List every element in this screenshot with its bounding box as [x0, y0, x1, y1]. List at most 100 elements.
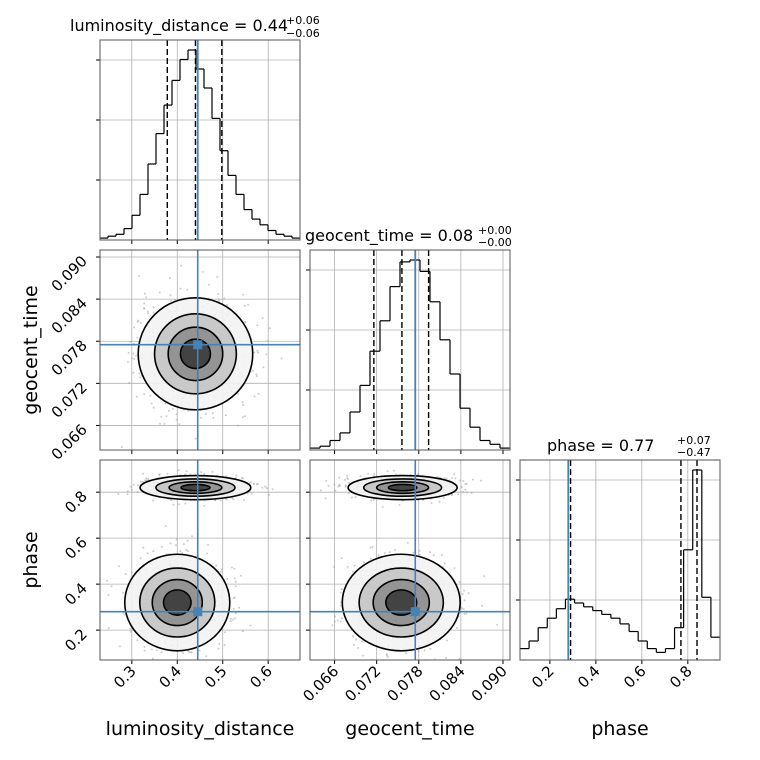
scatter-sample	[233, 577, 236, 580]
scatter-sample	[190, 651, 192, 654]
scatter-sample	[247, 303, 250, 306]
scatter-sample	[182, 652, 185, 655]
scatter-sample	[371, 545, 374, 548]
scatter-sample	[152, 550, 155, 553]
scatter-sample	[386, 656, 389, 658]
scatter-sample	[256, 375, 259, 378]
scatter-sample	[432, 554, 435, 557]
scatter-sample	[337, 485, 340, 488]
scatter-sample	[280, 357, 283, 360]
scatter-sample	[249, 624, 252, 627]
scatter-sample	[160, 415, 163, 418]
scatter-sample	[250, 492, 253, 495]
scatter-sample	[333, 620, 336, 623]
contour-line	[347, 474, 458, 501]
scatter-sample	[359, 475, 362, 478]
contour-line	[153, 313, 238, 395]
scatter-sample	[344, 485, 347, 488]
scatter-sample	[242, 293, 245, 296]
scatter-sample	[203, 504, 206, 507]
scatter-sample	[386, 470, 389, 473]
scatter-sample	[120, 446, 123, 449]
xtick-label: 0.5	[201, 662, 231, 692]
scatter-sample	[466, 491, 468, 494]
scatter-sample	[442, 496, 445, 499]
xtick-label: 0.090	[468, 662, 511, 705]
scatter-sample	[146, 552, 149, 555]
ytick-label: 0.090	[48, 252, 91, 295]
scatter-sample	[143, 292, 146, 295]
scatter-sample	[417, 650, 420, 653]
xtick-label: 0.066	[299, 662, 342, 705]
scatter-sample	[325, 479, 328, 482]
scatter-sample	[257, 351, 260, 354]
scatter-sample	[147, 312, 150, 315]
scatter-sample	[218, 299, 221, 302]
scatter-sample	[211, 470, 214, 473]
truth-marker	[410, 607, 420, 617]
ytick-label: 0.6	[61, 533, 91, 563]
scatter-sample	[232, 618, 235, 621]
xtick-label: 0.4	[574, 662, 604, 692]
scatter-sample	[459, 479, 461, 482]
scatter-sample	[218, 643, 221, 645]
ytick-label: 0.084	[48, 294, 91, 337]
scatter-sample	[333, 565, 335, 568]
scatter-sample	[122, 591, 125, 594]
scatter-sample	[381, 505, 384, 508]
scatter-sample	[175, 538, 178, 541]
scatter-sample	[134, 354, 137, 357]
scatter-sample	[340, 617, 343, 620]
scatter-sample	[446, 639, 448, 642]
scatter-sample	[216, 275, 219, 278]
contour-line	[387, 483, 418, 492]
scatter-sample	[250, 481, 253, 484]
panel-1-0	[96, 250, 300, 454]
scatter-sample	[206, 552, 208, 555]
scatter-sample	[117, 493, 120, 495]
scatter-sample	[143, 646, 146, 648]
scatter-sample	[319, 489, 322, 492]
scatter-sample	[194, 437, 197, 440]
panel-frame-2-2	[519, 459, 721, 661]
scatter-sample	[133, 358, 136, 360]
scatter-sample	[155, 649, 158, 652]
scatter-sample	[360, 640, 363, 643]
scatter-sample	[179, 550, 182, 552]
contour-line	[151, 578, 204, 627]
scatter-sample	[261, 317, 264, 319]
scatter-sample	[138, 275, 141, 278]
density-level	[180, 339, 211, 369]
scatter-sample	[256, 324, 259, 327]
density-level	[385, 589, 417, 616]
density-luminosity_distance-phase	[100, 460, 300, 660]
scatter-sample	[151, 657, 154, 660]
xtick-label: 0.2	[528, 662, 558, 692]
scatter-sample	[172, 503, 175, 506]
scatter-sample	[429, 647, 432, 650]
scatter-sample	[348, 481, 351, 484]
scatter-sample	[355, 638, 358, 641]
scatter-sample	[129, 627, 132, 630]
scatter-sample	[361, 654, 364, 657]
scatter-sample	[231, 566, 233, 569]
scatter-sample	[217, 292, 220, 295]
xlabel-luminosity-distance: luminosity_distance	[106, 718, 295, 740]
scatter-sample	[135, 395, 138, 398]
contour-line	[162, 589, 192, 616]
scatter-sample	[232, 498, 235, 501]
scatter-sample	[152, 406, 155, 409]
xtick-label: 0.4	[156, 662, 186, 692]
scatter-sample	[457, 493, 459, 496]
scatter-sample	[150, 402, 153, 405]
scatter-sample	[158, 473, 161, 476]
scatter-sample	[185, 549, 188, 551]
scatter-sample	[229, 620, 232, 623]
scatter-sample	[186, 288, 189, 291]
scatter-sample	[467, 592, 470, 595]
scatter-sample	[169, 542, 172, 545]
contour-line	[179, 338, 212, 370]
panel-frame-2-1	[309, 459, 511, 661]
scatter-sample	[136, 320, 139, 323]
contour-line	[167, 326, 224, 382]
